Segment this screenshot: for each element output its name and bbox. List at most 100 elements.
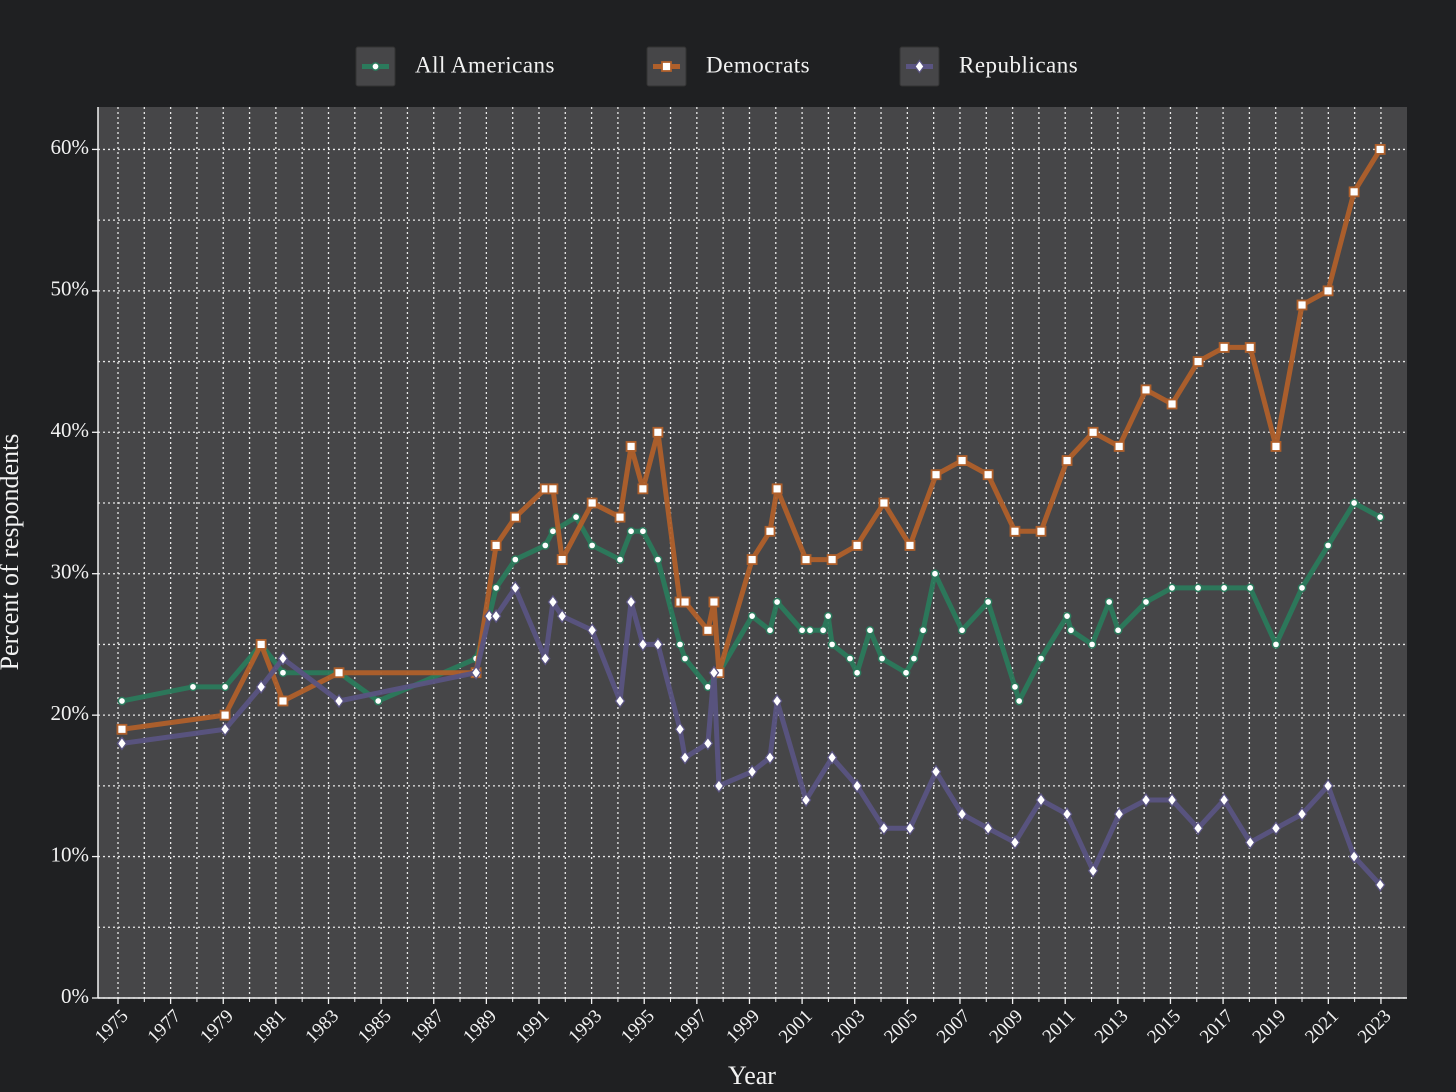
- marker: [614, 693, 626, 709]
- marker: [901, 668, 911, 678]
- marker: [638, 526, 648, 536]
- marker: [1270, 441, 1282, 452]
- marker: [851, 778, 863, 793]
- marker: [772, 597, 782, 607]
- marker: [116, 736, 128, 751]
- marker: [713, 778, 725, 793]
- marker: [637, 637, 649, 652]
- legend-label: Republicans: [959, 52, 1078, 77]
- marker: [1297, 583, 1307, 593]
- marker: [771, 483, 783, 495]
- marker: [674, 722, 686, 737]
- marker: [1061, 807, 1073, 822]
- marker: [675, 640, 685, 649]
- marker: [930, 569, 940, 579]
- marker: [1087, 426, 1099, 438]
- marker: [547, 594, 559, 610]
- marker: [491, 583, 501, 593]
- marker: [930, 764, 942, 779]
- marker: [661, 61, 672, 72]
- x-tick-label: 2007: [933, 1006, 975, 1048]
- marker: [219, 709, 231, 721]
- marker: [540, 541, 550, 550]
- x-tick-label: 2019: [1249, 1006, 1291, 1048]
- legend-label: Democrats: [706, 52, 810, 77]
- y-tick-label: 60%: [51, 135, 90, 159]
- marker: [918, 625, 928, 635]
- x-tick-label: 2009: [985, 1006, 1027, 1048]
- marker: [904, 821, 916, 836]
- marker: [1374, 144, 1386, 155]
- x-tick-label: 2005: [880, 1006, 922, 1048]
- y-tick-label: 40%: [51, 418, 90, 442]
- marker: [1375, 512, 1385, 522]
- marker: [1323, 541, 1333, 550]
- marker: [1010, 682, 1020, 692]
- marker: [586, 497, 598, 509]
- marker: [702, 624, 714, 636]
- marker: [1270, 821, 1282, 836]
- marker: [1009, 525, 1021, 537]
- y-tick-label: 50%: [51, 277, 90, 301]
- marker: [1192, 821, 1204, 836]
- marker: [219, 722, 231, 737]
- marker: [1322, 778, 1334, 793]
- marker: [845, 654, 855, 663]
- marker: [1349, 498, 1359, 508]
- marker: [818, 625, 828, 635]
- x-tick-label: 1985: [354, 1006, 396, 1048]
- marker: [490, 609, 502, 624]
- marker: [878, 821, 890, 836]
- marker: [805, 625, 815, 635]
- marker: [826, 554, 838, 565]
- marker: [1140, 384, 1152, 396]
- marker: [653, 555, 663, 564]
- marker: [490, 540, 502, 551]
- y-tick-label: 30%: [51, 560, 90, 584]
- marker: [1113, 441, 1125, 452]
- marker: [679, 596, 691, 608]
- marker: [823, 611, 833, 621]
- marker: [851, 540, 863, 551]
- marker: [765, 625, 775, 635]
- marker: [1218, 792, 1230, 808]
- marker: [680, 654, 690, 663]
- x-tick-label: 2001: [775, 1006, 817, 1048]
- marker: [371, 62, 380, 71]
- x-tick-label: 1999: [722, 1006, 764, 1048]
- marker: [982, 469, 994, 481]
- marker: [548, 526, 558, 536]
- x-tick-label: 2003: [828, 1006, 870, 1048]
- marker: [1166, 792, 1178, 808]
- marker: [708, 596, 720, 608]
- marker: [1087, 640, 1097, 649]
- marker: [637, 483, 649, 495]
- marker: [764, 525, 776, 537]
- marker: [220, 682, 230, 692]
- marker: [1192, 356, 1204, 367]
- marker: [1113, 625, 1123, 635]
- marker: [983, 597, 993, 607]
- marker: [904, 540, 916, 551]
- marker: [865, 625, 875, 635]
- marker: [509, 511, 521, 523]
- marker: [1296, 807, 1308, 822]
- marker: [1244, 342, 1256, 353]
- marker: [333, 667, 345, 679]
- marker: [1219, 583, 1229, 593]
- marker: [1167, 583, 1177, 593]
- marker: [679, 750, 691, 765]
- marker: [930, 469, 942, 481]
- marker: [1348, 849, 1360, 864]
- marker: [827, 640, 837, 649]
- marker: [652, 637, 664, 652]
- marker: [277, 651, 289, 666]
- x-tick-label: 1993: [565, 1006, 607, 1048]
- x-tick-label: 1983: [301, 1006, 343, 1048]
- marker: [188, 682, 198, 692]
- marker: [1014, 696, 1024, 706]
- x-tick-label: 1987: [407, 1006, 449, 1048]
- marker: [1035, 792, 1047, 808]
- marker: [1061, 455, 1073, 466]
- x-tick-label: 2011: [1039, 1006, 1080, 1047]
